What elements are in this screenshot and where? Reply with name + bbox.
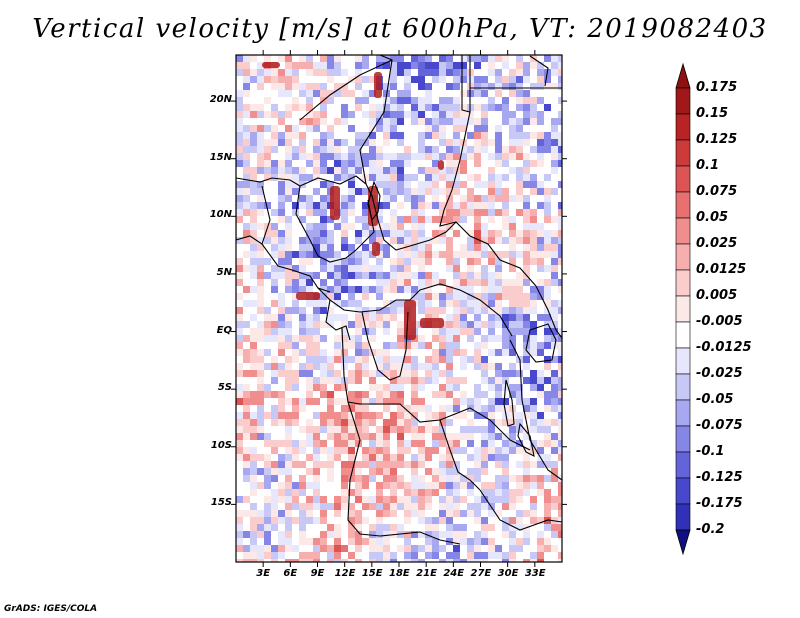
axis-ticks (231, 50, 567, 567)
grads-credit: GrADS: IGES/COLA (4, 604, 98, 614)
lon-tick-label: 24E (443, 568, 465, 579)
colorbar-label: -0.005 (696, 314, 743, 329)
colorbar-segment (675, 451, 691, 479)
lat-tick-label: EQ (216, 324, 232, 336)
lon-tick-label: 12E (334, 568, 356, 579)
colorbar-label: 0.1 (696, 158, 720, 173)
colorbar-segment (675, 321, 691, 349)
colorbar-max-triangle (675, 62, 691, 89)
colorbar-label: 0.005 (696, 288, 738, 303)
colorbar-segment (675, 477, 691, 505)
lakes (367, 180, 557, 457)
colorbar-segment (675, 399, 691, 427)
colorbar-segment (675, 87, 691, 115)
lat-tick-label: 10N (209, 209, 232, 221)
lon-tick-label: 27E (470, 568, 492, 579)
colorbar-segment (675, 191, 691, 219)
lat-tick-label: 5N (216, 266, 232, 278)
country-borders (236, 55, 562, 545)
colorbar-label: -0.025 (696, 366, 743, 381)
colorbar-label: 0.0125 (696, 262, 747, 277)
colorbar-segment (675, 113, 691, 141)
lon-tick-label: 3E (256, 568, 271, 579)
lon-tick-label: 21E (416, 568, 437, 579)
colorbar-segment (675, 217, 691, 245)
colorbar (675, 62, 691, 556)
colorbar-segment (675, 243, 691, 271)
lat-tick-label: 15S (210, 497, 232, 509)
colorbar-segment (675, 269, 691, 297)
colorbar-label: 0.075 (696, 184, 738, 199)
colorbar-label: 0.05 (696, 210, 729, 225)
colorbar-segment (675, 425, 691, 453)
lon-tick-label: 6E (283, 568, 298, 579)
colorbar-label: -0.175 (696, 496, 743, 511)
colorbar-label: -0.125 (696, 470, 743, 485)
lat-tick-label: 5S (217, 382, 232, 394)
colorbar-label: -0.075 (696, 418, 743, 433)
colorbar-label: 0.125 (696, 132, 738, 147)
lon-tick-label: 15E (361, 568, 383, 579)
colorbar-label: -0.2 (696, 522, 725, 537)
colorbar-label: -0.1 (696, 444, 725, 459)
colorbar-label: 0.025 (696, 236, 738, 251)
colorbar-segment (675, 139, 691, 167)
colorbar-segment (675, 503, 691, 531)
lat-tick-label: 20N (209, 94, 232, 106)
vertical-velocity-field (236, 55, 562, 562)
colorbar-label: 0.175 (696, 80, 738, 95)
colorbar-segment (675, 373, 691, 401)
chart-title: Vertical velocity [m/s] at 600hPa, VT: 2… (32, 14, 768, 44)
lon-tick-label: 18E (389, 568, 410, 579)
lat-tick-label: 15N (209, 151, 232, 163)
colorbar-segment (675, 347, 691, 375)
lon-tick-label: 9E (310, 568, 325, 579)
colorbar-label: -0.05 (696, 392, 734, 407)
colorbar-min-triangle (675, 529, 691, 556)
lon-tick-label: 30E (497, 568, 519, 579)
colorbar-segment (675, 295, 691, 323)
lat-tick-label: 10S (210, 439, 232, 451)
colorbar-label: -0.0125 (696, 340, 752, 355)
lon-tick-label: 33E (524, 568, 546, 579)
colorbar-segment (675, 165, 691, 193)
colorbar-label: 0.15 (696, 106, 729, 121)
